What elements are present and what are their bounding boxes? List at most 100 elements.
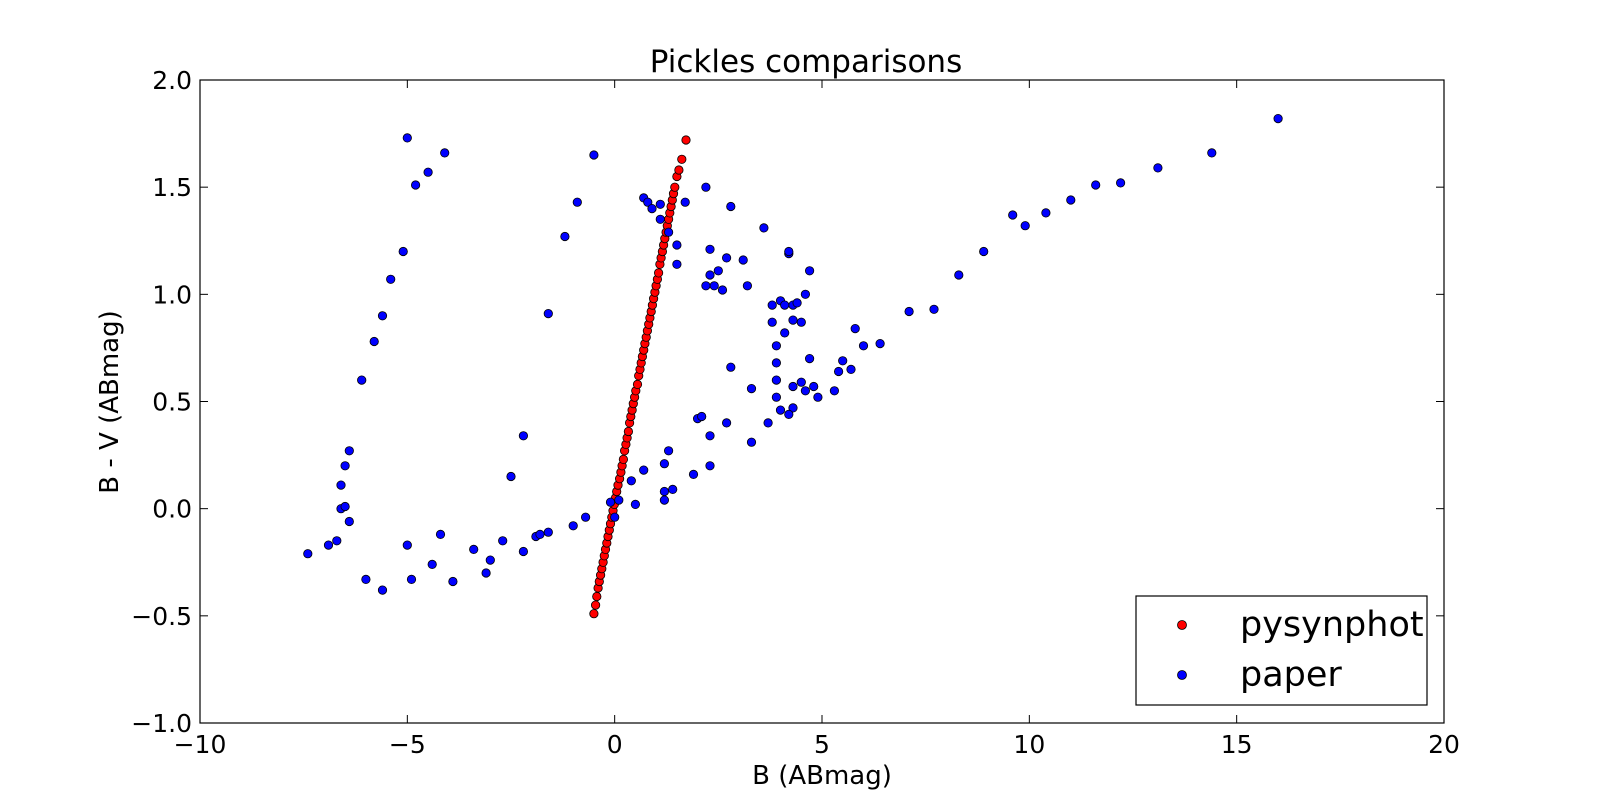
paper-point-13 [398,246,408,257]
paper-point-96 [929,304,939,314]
paper-point-126 [742,281,753,291]
paper-point-99 [1008,210,1018,220]
paper-point-67 [767,317,777,327]
pysynphot-point-27 [623,426,634,437]
legend-label-pysynphot: pysynphot [1240,605,1424,645]
paper-point-21 [427,559,437,570]
paper-point-58 [726,362,736,372]
paper-point-104 [1116,178,1126,188]
paper-point-91 [846,364,856,374]
paper-point-109 [643,197,653,207]
y-tick-label-2: 0.0 [152,495,192,524]
x-tick-label-2: 0 [607,730,623,759]
paper-point-65 [771,358,782,368]
paper-point-53 [705,461,715,471]
paper-point-19 [377,585,388,595]
paper-point-121 [713,266,723,276]
paper-point-85 [788,403,798,413]
paper-point-122 [717,285,728,295]
paper-point-111 [655,199,665,209]
paper-point-97 [954,270,964,280]
paper-point-25 [469,544,479,555]
paper-point-62 [771,392,782,402]
series-paper [303,114,1283,595]
paper-point-47 [659,495,670,505]
paper-point-87 [804,353,815,364]
paper-point-92 [850,323,860,334]
paper-point-88 [829,386,840,396]
series-pysynphot [589,135,691,619]
paper-point-98 [979,246,989,257]
ticks-layer: −10 −5 0 5 10 15 20 −1.0 −0.5 0.0 0.5 1.0 1.5 2.0 [131,66,1460,759]
paper-point-79 [784,246,794,257]
paper-point-64 [775,405,786,415]
paper-point-49 [668,484,678,494]
paper-point-48 [659,486,670,497]
paper-point-32 [543,527,553,537]
paper-point-39 [572,197,582,207]
paper-point-28 [498,536,508,546]
legend: pysynphot paper [1135,595,1428,706]
pysynphot-point-2 [592,591,602,602]
legend-label-paper: paper [1240,655,1342,695]
paper-point-94 [875,338,885,349]
paper-point-90 [838,356,848,366]
chart-title: Pickles comparisons [650,44,962,80]
paper-point-40 [589,150,599,160]
paper-point-66 [771,341,782,351]
paper-point-9 [357,375,367,385]
y-tick-label-5: 1.5 [152,173,192,202]
paper-point-16 [423,167,433,177]
x-axis-label: B (ABmag) [752,761,892,791]
paper-point-125 [738,255,748,265]
paper-point-27 [485,555,495,565]
paper-point-45 [630,499,641,509]
x-tick-label-1: −5 [389,730,426,759]
x-tick-label-0: −10 [174,730,227,759]
paper-point-60 [746,383,757,394]
points-layer [303,114,1283,619]
paper-point-75 [796,317,806,327]
paper-point-101 [1041,208,1051,218]
paper-point-38 [560,231,570,242]
paper-point-34 [580,512,591,522]
paper-point-119 [705,270,715,280]
paper-point-123 [721,253,732,263]
paper-point-22 [448,576,458,587]
paper-point-10 [369,336,379,347]
paper-point-114 [672,240,682,250]
y-tick-label-6: 2.0 [152,66,192,95]
paper-point-46 [639,465,649,475]
paper-point-82 [800,386,811,396]
paper-point-18 [361,574,371,585]
paper-point-23 [402,540,412,550]
paper-point-56 [705,431,715,441]
paper-point-0 [303,549,313,559]
paper-point-55 [697,411,707,422]
y-tick-label-4: 1.0 [152,280,192,309]
pysynphot-point-66 [674,165,684,175]
y-axis-label: B - V (ABmag) [95,310,125,493]
paper-point-29 [518,546,529,557]
paper-point-11 [377,311,388,321]
paper-point-52 [688,469,699,479]
paper-point-68 [767,300,777,310]
paper-point-57 [721,418,732,428]
pysynphot-point-64 [670,182,680,192]
paper-point-117 [701,182,711,192]
paper-point-72 [788,315,798,325]
paper-point-36 [506,471,516,482]
paper-point-43 [610,512,620,522]
paper-point-51 [663,446,674,456]
paper-point-120 [709,281,719,291]
paper-point-102 [1066,195,1076,205]
pysynphot-point-23 [618,454,629,464]
paper-point-20 [406,574,417,585]
paper-point-128 [701,281,711,291]
pysynphot-point-1 [590,600,601,610]
paper-point-93 [858,341,869,351]
paper-point-15 [410,180,421,190]
paper-point-35 [518,431,529,441]
legend-box [1135,595,1428,706]
